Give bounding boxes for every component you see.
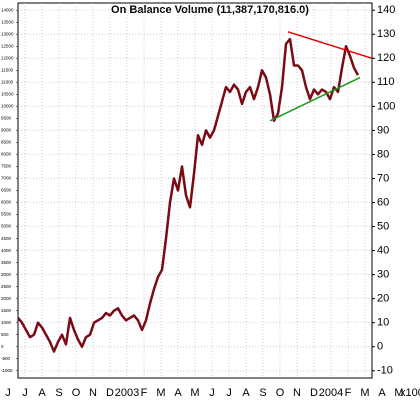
x-tick-label: F (141, 387, 148, 399)
y-tick-label: 140 (377, 4, 395, 16)
y2-tick-label: 4000 (1, 248, 12, 253)
y-tick-label: 50 (377, 220, 389, 232)
y2-tick-label: 0 (1, 344, 4, 349)
y2-tick-label: -500 (1, 356, 11, 361)
y2-tick-label: 5000 (1, 224, 12, 229)
x-tick-label: D (310, 387, 318, 399)
y-tick-label: 60 (377, 196, 389, 208)
y-tick-label: 0 (377, 341, 383, 353)
x-tick-label: 2004 (319, 387, 343, 399)
y2-tick-label: -1000 (1, 368, 13, 373)
y2-tick-label: 9500 (1, 116, 12, 121)
obv-line (17, 37, 360, 353)
x-tick-label: A (242, 387, 250, 399)
y2-tick-label: 8000 (1, 152, 12, 157)
y2-tick-label: 1000 (1, 320, 12, 325)
x-tick-label: N (293, 387, 301, 399)
trendline (269, 76, 361, 122)
y2-tick-label: 12500 (1, 43, 14, 48)
x-tick-label: J (5, 387, 11, 399)
y2-tick-label: 10000 (1, 104, 14, 109)
x-tick-label: S (55, 387, 62, 399)
y2-tick-label: 13500 (1, 19, 14, 24)
x-tick-label: M (190, 387, 199, 399)
y-tick-label: 100 (377, 100, 395, 112)
x-tick-label: O (72, 387, 81, 399)
x-tick-label: M (156, 387, 165, 399)
y2-tick-label: 9000 (1, 128, 12, 133)
y-tick-label: 130 (377, 28, 395, 40)
y2-tick-label: 8500 (1, 140, 12, 145)
x-tick-label: J (22, 387, 28, 399)
y2-tick-label: 6000 (1, 200, 12, 205)
y2-tick-label: 3500 (1, 260, 12, 265)
x-tick-label: F (345, 387, 352, 399)
y2-tick-label: 6500 (1, 188, 12, 193)
y-tick-label: 110 (377, 76, 395, 88)
x-tick-label: J (209, 387, 215, 399)
x-tick-label: M (360, 387, 369, 399)
y2-tick-label: 5500 (1, 212, 12, 217)
y2-tick-label: 3000 (1, 272, 12, 277)
y-tick-label: 120 (377, 52, 395, 64)
y2-tick-label: 12000 (1, 55, 14, 60)
y2-tick-label: 500 (1, 332, 9, 337)
y-tick-label: 30 (377, 269, 389, 281)
x-tick-label: A (174, 387, 182, 399)
x-tick-label: M (394, 387, 403, 399)
y2-tick-label: 13000 (1, 31, 14, 36)
x-tick-label: O (276, 387, 285, 399)
y2-tick-label: 1500 (1, 308, 12, 313)
trendline (287, 31, 373, 60)
x-tick-label: J (226, 387, 232, 399)
x-tick-label: 2003 (115, 387, 139, 399)
x-tick-label: D (106, 387, 114, 399)
y2-tick-label: 14000 (1, 7, 14, 12)
x-tick-label: A (378, 387, 386, 399)
x-tick-label: N (89, 387, 97, 399)
y-tick-label: 90 (377, 124, 389, 136)
y-tick-label: -10 (377, 365, 393, 377)
y2-tick-label: 10500 (1, 92, 14, 97)
y2-tick-label: 7000 (1, 176, 12, 181)
y2-tick-label: 7500 (1, 164, 12, 169)
y2-tick-label: 2500 (1, 284, 12, 289)
y-tick-label: 10 (377, 317, 389, 329)
y-unit-label: x1000 (400, 387, 420, 399)
y2-tick-label: 11000 (1, 80, 14, 85)
y-tick-label: 40 (377, 245, 389, 257)
y-tick-label: 20 (377, 293, 389, 305)
x-tick-label: A (38, 387, 46, 399)
y2-tick-label: 2000 (1, 296, 12, 301)
y2-tick-label: 4500 (1, 236, 12, 241)
y-tick-label: 70 (377, 172, 389, 184)
y2-tick-label: 11500 (1, 67, 14, 72)
y-tick-label: 80 (377, 148, 389, 160)
x-tick-label: S (259, 387, 266, 399)
